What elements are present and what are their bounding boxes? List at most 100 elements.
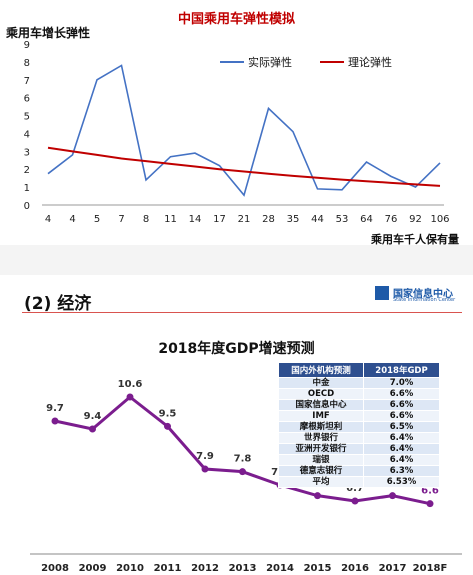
x-tick-label: 2012	[191, 563, 219, 574]
x-tick-label: 2014	[266, 563, 294, 574]
data-label: 9.7	[46, 403, 64, 414]
x-tick-label: 2011	[154, 563, 182, 574]
data-point	[314, 492, 321, 500]
institution-cell: 国家信息中心	[277, 399, 365, 411]
table-row: 中金 7.0%	[277, 377, 440, 389]
y-tick-label: 1	[24, 183, 30, 194]
x-tick-label: 2015	[304, 563, 332, 574]
data-label: 10.6	[118, 379, 143, 390]
data-point	[126, 393, 134, 401]
legend-label: 理论弹性	[348, 55, 392, 69]
data-point	[426, 500, 434, 508]
data-label: 7.8	[234, 454, 252, 465]
y-tick-label: 0	[24, 201, 30, 212]
logo-icon	[375, 286, 389, 300]
x-tick-label: 2017	[379, 563, 407, 574]
institution-cell: 中金	[277, 377, 365, 389]
y-tick-label: 7	[24, 76, 30, 87]
gdp-cell: 6.6%	[363, 410, 440, 422]
y-tick-label: 6	[24, 94, 30, 105]
x-axis-label: 乘用车千人保有量	[371, 233, 459, 246]
x-tick-label: 2010	[116, 563, 144, 574]
x-tick-label: 14	[189, 214, 202, 225]
table-row: 瑞银 6.4%	[277, 454, 440, 466]
gdp-chart-title: 2018年度GDP增速预测	[158, 341, 315, 357]
institution-cell: 平均	[277, 476, 365, 488]
gdp-cell: 6.53%	[363, 476, 440, 488]
data-label: 9.4	[84, 411, 102, 422]
institution-cell: 瑞银	[277, 454, 365, 466]
x-tick-label: 92	[409, 214, 422, 225]
elasticity-chart-panel: 中国乘用车弹性模拟 乘用车增长弹性 0 1 2 3 4 5 6 7 8 9 4 4 5 7 8 11 14 17 2…	[0, 0, 473, 246]
table-row: 国家信息中心 6.6%	[277, 399, 440, 411]
y-tick-label: 5	[24, 112, 30, 123]
section-divider	[0, 245, 473, 275]
gdp-panel: (2) 经济 国家信息中心 State Information Center 2…	[0, 275, 473, 575]
gdp-cell: 6.6%	[363, 388, 440, 400]
gdp-cell: 6.6%	[363, 399, 440, 411]
x-tick-label: 21	[238, 214, 251, 225]
x-tick-label: 106	[430, 214, 449, 225]
y-tick-label: 9	[24, 40, 30, 51]
x-tick-label: 7	[118, 214, 124, 225]
header-gdp: 2018年GDP	[363, 362, 440, 378]
institution-cell: 摩根斯坦利	[277, 421, 365, 433]
institution-cell: 德意志银行	[277, 465, 365, 477]
gdp-cell: 7.0%	[363, 377, 440, 389]
forecast-table: 国内外机构预测 2018年GDP 中金 7.0% OECD 6.6% 国家信息中心 6.6…	[277, 362, 440, 488]
x-tick-label: 2016	[341, 563, 369, 574]
data-point	[351, 497, 359, 505]
x-tick-label: 64	[360, 214, 373, 225]
logo-cn-text: 国家信息中心	[393, 289, 453, 300]
chart-title: 中国乘用车弹性模拟	[177, 12, 295, 27]
gdp-cell: 6.4%	[363, 454, 440, 466]
logo-en-text: State Information Center	[393, 297, 456, 303]
data-point	[89, 425, 96, 433]
x-tick-label: 35	[287, 214, 300, 225]
x-tick-label: 17	[213, 214, 226, 225]
gdp-cell: 6.5%	[363, 421, 440, 433]
table-row: 亚洲开发银行 6.4%	[277, 443, 440, 455]
header-institution: 国内外机构预测	[277, 362, 365, 378]
gdp-cell: 6.4%	[363, 443, 440, 455]
institution-cell: 世界银行	[277, 432, 365, 444]
x-tick-label: 53	[336, 214, 349, 225]
gdp-cell: 6.3%	[363, 465, 440, 477]
x-tick-label: 4	[69, 214, 75, 225]
institution-cell: IMF	[277, 410, 365, 422]
y-tick-label: 2	[24, 165, 30, 176]
table-row: 摩根斯坦利 6.5%	[277, 421, 440, 433]
data-label: 6.7	[346, 483, 364, 494]
table-row: 平均 6.53%	[277, 476, 440, 488]
legend-label: 实际弹性	[248, 55, 292, 69]
x-tick-label: 2008	[41, 563, 69, 574]
section-underline	[22, 312, 462, 313]
series-line-theory	[47, 146, 441, 187]
table-row: IMF 6.6%	[277, 410, 440, 422]
sic-logo: 国家信息中心 State Information Center	[375, 285, 463, 307]
institution-cell: OECD	[277, 388, 365, 400]
data-label: 6.6	[421, 486, 439, 497]
y-tick-label: 4	[24, 129, 30, 140]
x-tick-label: 2013	[229, 563, 257, 574]
section-title: (2) 经济	[24, 294, 92, 314]
y-axis-label: 乘用车增长弹性	[6, 26, 91, 40]
gdp-cell: 6.4%	[363, 432, 440, 444]
x-tick-label: 28	[262, 214, 275, 225]
x-tick-label: 11	[164, 214, 177, 225]
x-tick-label: 4	[45, 214, 51, 225]
data-point	[51, 417, 59, 425]
x-tick-label: 76	[385, 214, 398, 225]
x-tick-label: 44	[311, 214, 324, 225]
table-row: 世界银行 6.4%	[277, 432, 440, 444]
data-point	[389, 492, 396, 500]
data-point	[201, 465, 209, 473]
y-tick-label: 8	[24, 58, 30, 69]
x-tick-label: 2009	[79, 563, 107, 574]
table-row: 德意志银行 6.3%	[277, 465, 440, 477]
institution-cell: 亚洲开发银行	[277, 443, 365, 455]
series-line-actual	[47, 64, 441, 197]
y-tick-label: 3	[24, 147, 30, 158]
table-row: OECD 6.6%	[277, 388, 440, 400]
